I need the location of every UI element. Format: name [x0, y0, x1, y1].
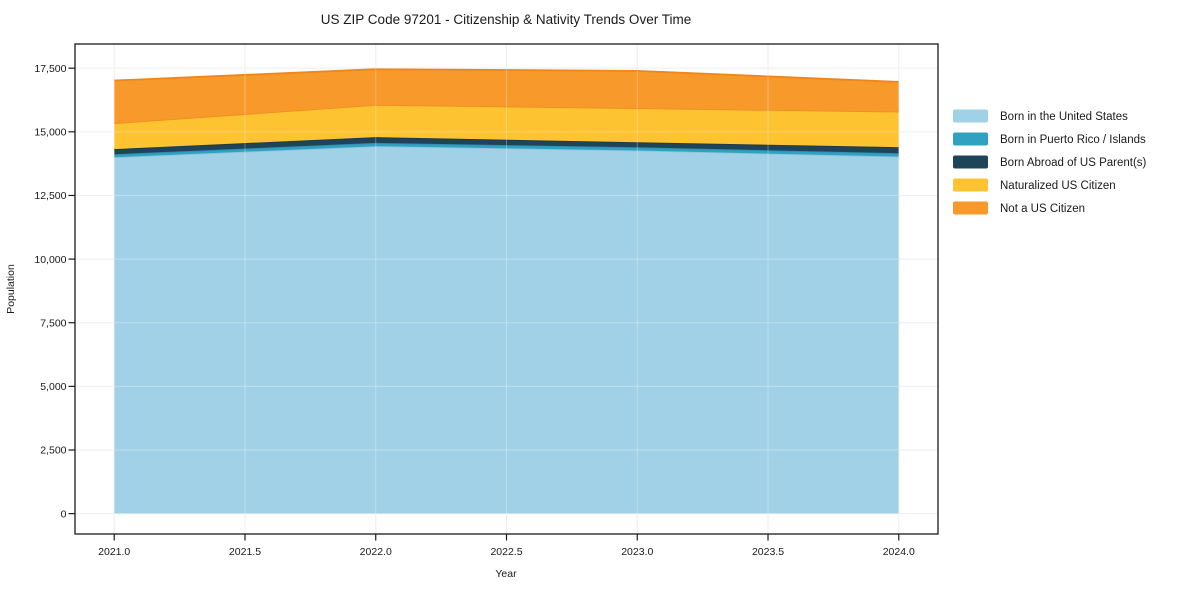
legend-item: Not a US Citizen [953, 201, 1085, 215]
chart-title: US ZIP Code 97201 - Citizenship & Nativi… [321, 12, 691, 27]
area-born-abroad-of-us-parent-s- [114, 137, 899, 155]
legend-swatch [953, 201, 988, 215]
area-edge-line [114, 68, 899, 83]
area-layers [114, 68, 899, 514]
x-tick-label: 2022.5 [490, 546, 522, 558]
tick-labels: 2021.0 2021.5 2022.0 2022.5 2023.0 2023.5 2024… [34, 63, 915, 558]
x-tick-label: 2021.5 [229, 546, 261, 558]
legend-label: Born Abroad of US Parent(s) [1000, 157, 1147, 169]
y-tick-label: 12,500 [34, 190, 66, 202]
x-tick-label: 2023.5 [752, 546, 784, 558]
legend-item: Naturalized US Citizen [953, 178, 1116, 192]
axis-ticks [68, 67, 900, 541]
legend: Born in the United States Born in Puerto … [953, 109, 1147, 215]
legend-swatch [953, 178, 988, 192]
legend-label: Not a US Citizen [1000, 203, 1085, 215]
legend-item: Born in the United States [953, 109, 1128, 123]
x-tick-label: 2022.0 [360, 546, 392, 558]
area-not-a-us-citizen [114, 69, 899, 124]
x-axis-label: Year [495, 568, 517, 580]
y-tick-label: 7,500 [40, 317, 66, 329]
gridlines-overlay [75, 44, 938, 534]
legend-swatch [953, 109, 988, 123]
legend-label: Born in the United States [1000, 111, 1128, 123]
legend-item: Born Abroad of US Parent(s) [953, 155, 1147, 169]
y-tick-label: 10,000 [34, 254, 66, 266]
legend-label: Born in Puerto Rico / Islands [1000, 134, 1146, 146]
area-born-in-the-united-states [114, 146, 899, 514]
y-axis-label: Population [5, 264, 17, 314]
x-tick-label: 2023.0 [621, 546, 653, 558]
y-tick-label: 5,000 [40, 381, 66, 393]
y-tick-label: 17,500 [34, 63, 66, 75]
x-tick-label: 2021.0 [98, 546, 130, 558]
x-tick-label: 2024.0 [883, 546, 915, 558]
legend-label: Naturalized US Citizen [1000, 180, 1116, 192]
y-tick-label: 15,000 [34, 127, 66, 139]
legend-swatch [953, 155, 988, 169]
legend-swatch [953, 132, 988, 146]
legend-item: Born in Puerto Rico / Islands [953, 132, 1146, 146]
y-tick-label: 2,500 [40, 445, 66, 457]
area-naturalized-us-citizen [114, 104, 899, 150]
y-tick-label: 0 [61, 508, 67, 520]
